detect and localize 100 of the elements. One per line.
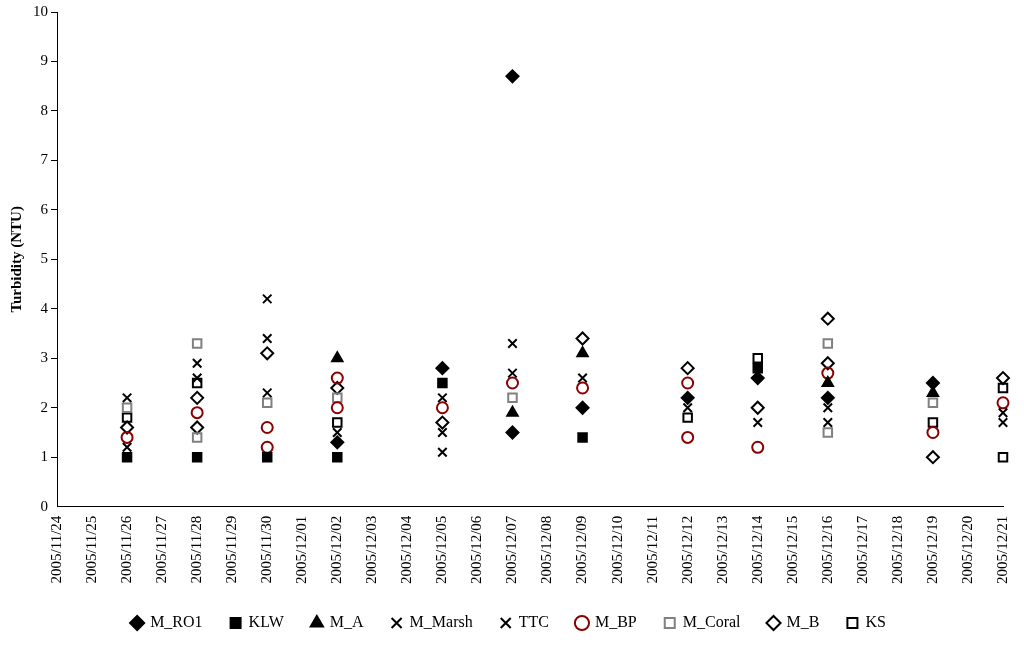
point — [260, 440, 274, 454]
x-tick-label: 2005/11/28 — [188, 515, 205, 584]
legend-label: M_B — [786, 613, 820, 631]
point — [260, 421, 274, 435]
x-tick-label: 2005/12/03 — [363, 515, 380, 585]
x-tick-label: 2005/12/01 — [293, 515, 310, 585]
point — [121, 392, 133, 404]
x-tick-label: 2005/12/09 — [573, 515, 590, 585]
point — [261, 333, 273, 344]
point — [926, 425, 940, 439]
legend-label: M_Coral — [682, 613, 742, 631]
x-tick-label: 2005/11/25 — [82, 515, 99, 584]
legend-label: M_BP — [594, 613, 637, 631]
x-tick-label: 2005/12/10 — [608, 515, 625, 585]
point — [680, 390, 695, 405]
point — [332, 427, 343, 438]
x-tick-label: 2005/11/29 — [223, 515, 240, 584]
point — [822, 402, 834, 413]
legend-label: M_RO1 — [150, 613, 203, 631]
point — [330, 401, 344, 415]
x-tick-label: 2005/11/27 — [153, 515, 170, 584]
point — [576, 381, 590, 395]
point — [927, 417, 939, 428]
point — [260, 346, 275, 361]
point — [191, 357, 203, 369]
point — [191, 451, 203, 463]
point — [437, 427, 448, 438]
point — [576, 346, 589, 358]
point — [506, 405, 519, 417]
point — [682, 412, 693, 423]
x-tick-label: 2005/12/02 — [328, 515, 345, 585]
y-tick-label: 3 — [40, 349, 48, 366]
point — [820, 390, 835, 405]
point — [507, 338, 518, 349]
point — [331, 351, 344, 363]
point — [681, 376, 695, 390]
point — [507, 392, 518, 404]
x-tick-label: 2005/12/11 — [643, 515, 660, 584]
point — [925, 450, 940, 465]
point — [821, 376, 835, 387]
x-tick-label: 2005/12/06 — [468, 515, 485, 585]
point — [822, 417, 834, 428]
point — [121, 412, 133, 423]
x-tick-label: 2005/12/20 — [958, 515, 975, 585]
point — [437, 377, 448, 389]
point — [927, 397, 939, 409]
x-tick-label: 2005/11/26 — [118, 515, 135, 584]
y-tick-label: 5 — [40, 250, 48, 267]
point — [821, 366, 835, 380]
point — [332, 417, 343, 428]
point — [330, 435, 345, 450]
point — [750, 371, 765, 386]
point — [191, 377, 203, 389]
point — [120, 430, 134, 444]
point — [997, 451, 1009, 463]
y-tick-label: 1 — [40, 448, 48, 465]
point — [435, 401, 449, 415]
y-tick-label: 6 — [40, 200, 49, 217]
y-tick-label: 2 — [40, 398, 48, 415]
point — [822, 338, 834, 349]
point — [575, 400, 590, 415]
legend-label: M_Marsh — [409, 613, 473, 631]
x-tick-label: 2005/12/05 — [433, 515, 450, 585]
legend-label: M_A — [329, 613, 365, 631]
y-tick-label: 7 — [40, 151, 49, 168]
point — [997, 382, 1009, 394]
point — [752, 417, 763, 428]
x-tick-label: 2005/11/30 — [258, 515, 275, 584]
point — [505, 69, 520, 84]
y-tick-label: 0 — [40, 497, 48, 514]
point — [577, 372, 588, 384]
point — [505, 376, 519, 390]
x-tick-label: 2005/12/19 — [923, 515, 940, 585]
x-tick-label: 2005/12/16 — [818, 515, 835, 585]
point — [577, 432, 588, 443]
point — [190, 390, 205, 405]
point — [820, 311, 835, 326]
x-tick-label: 2005/12/07 — [503, 515, 520, 585]
point — [261, 387, 273, 399]
point — [751, 440, 765, 454]
point — [261, 397, 273, 409]
x-tick-label: 2005/11/24 — [47, 515, 64, 584]
x-tick-label: 2005/12/17 — [853, 515, 870, 585]
legend-label: KLW — [248, 613, 285, 631]
point — [435, 361, 450, 376]
point — [332, 392, 343, 404]
y-tick-label: 9 — [40, 52, 48, 69]
x-tick-label: 2005/12/14 — [748, 515, 765, 585]
point — [925, 376, 940, 390]
point — [121, 451, 133, 463]
point — [190, 420, 205, 435]
point — [507, 367, 518, 379]
x-tick-label: 2005/12/18 — [888, 515, 905, 585]
point — [330, 380, 345, 395]
y-tick-label: 8 — [40, 101, 48, 118]
point — [330, 371, 344, 385]
point — [996, 396, 1010, 410]
point — [750, 400, 765, 415]
point — [191, 338, 203, 349]
point — [752, 353, 763, 364]
